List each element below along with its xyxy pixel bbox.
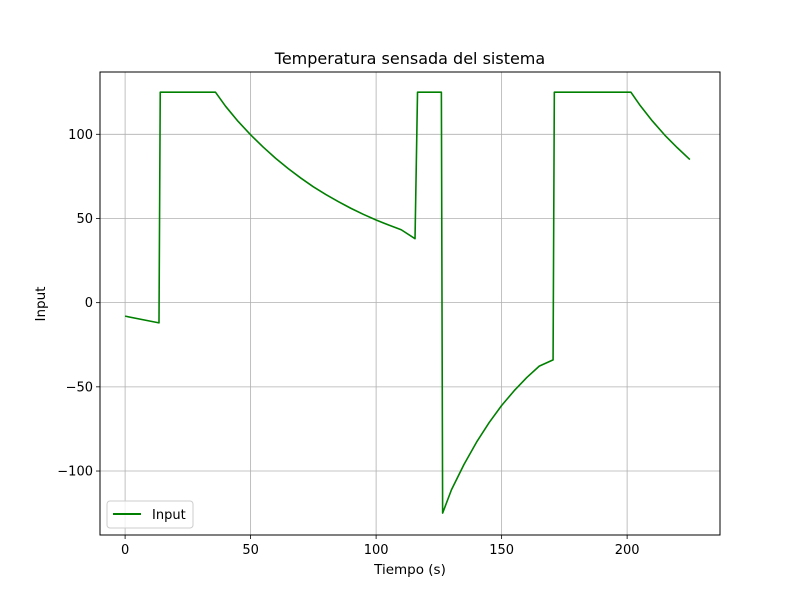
- x-tick-label: 200: [615, 543, 640, 558]
- y-axis-label: Input: [33, 287, 49, 322]
- x-tick-label: 150: [489, 543, 514, 558]
- x-tick-label: 50: [242, 543, 259, 558]
- plot-area: [100, 72, 720, 535]
- legend-label: Input: [152, 508, 186, 523]
- x-axis-ticks: 0 50 100 150 200: [121, 535, 640, 558]
- legend: Input: [106, 500, 194, 529]
- x-tick-label: 100: [364, 543, 389, 558]
- legend-box: [106, 500, 194, 529]
- y-tick-label: 50: [76, 212, 93, 227]
- y-axis-ticks: −100 −50 0 50 100: [57, 128, 100, 480]
- x-axis-label: Tiempo (s): [373, 562, 446, 578]
- plot-frame: [99, 71, 721, 536]
- y-tick-label: −100: [57, 465, 93, 480]
- chart-title: Temperatura sensada del sistema: [274, 49, 545, 68]
- series-line-input: [124, 91, 691, 514]
- y-tick-label: −50: [66, 380, 93, 395]
- x-tick-label: 0: [121, 543, 129, 558]
- grid: [100, 72, 720, 535]
- y-tick-label: 100: [68, 128, 93, 143]
- y-tick-label: 0: [85, 296, 93, 311]
- series-layer: [124, 91, 691, 514]
